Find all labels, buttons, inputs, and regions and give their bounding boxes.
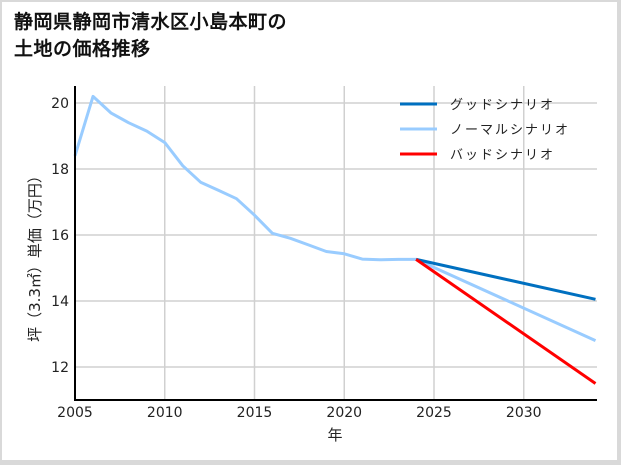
x-tick-label: 2020 <box>326 405 362 421</box>
legend-label: グッドシナリオ <box>450 98 555 113</box>
x-axis-label: 年 <box>327 426 342 444</box>
axes <box>74 86 597 401</box>
chart-title: 静岡県静岡市清水区小島本町の 土地の価格推移 <box>14 9 287 63</box>
y-tick-label: 18 <box>51 162 69 178</box>
x-tick-label: 2030 <box>506 405 542 421</box>
chart-title-line-2: 土地の価格推移 <box>14 38 151 60</box>
series-line <box>73 94 597 342</box>
x-tick-label: 2010 <box>147 405 183 421</box>
series-line <box>415 257 596 301</box>
y-tick-label: 20 <box>51 96 69 112</box>
series-line <box>415 258 597 385</box>
y-axis-label: 坪（3.3㎡）単価（万円） <box>26 168 44 342</box>
y-tick-label: 12 <box>51 360 69 376</box>
x-tick-label: 2025 <box>416 405 452 421</box>
data-series <box>73 94 597 385</box>
x-tick-label: 2015 <box>237 405 273 421</box>
y-tick-label: 16 <box>51 228 69 244</box>
chart-title-line-1: 静岡県静岡市清水区小島本町の <box>14 11 288 33</box>
x-tick-labels: 2005 2010 2015 2020 2025 2030 <box>57 405 541 421</box>
y-tick-labels: 12 14 16 18 20 <box>51 96 69 376</box>
legend-label: バッドシナリオ <box>450 148 555 163</box>
x-tick-label: 2005 <box>57 405 93 421</box>
legend-label: ノーマルシナリオ <box>450 123 570 138</box>
y-tick-label: 14 <box>51 294 69 310</box>
